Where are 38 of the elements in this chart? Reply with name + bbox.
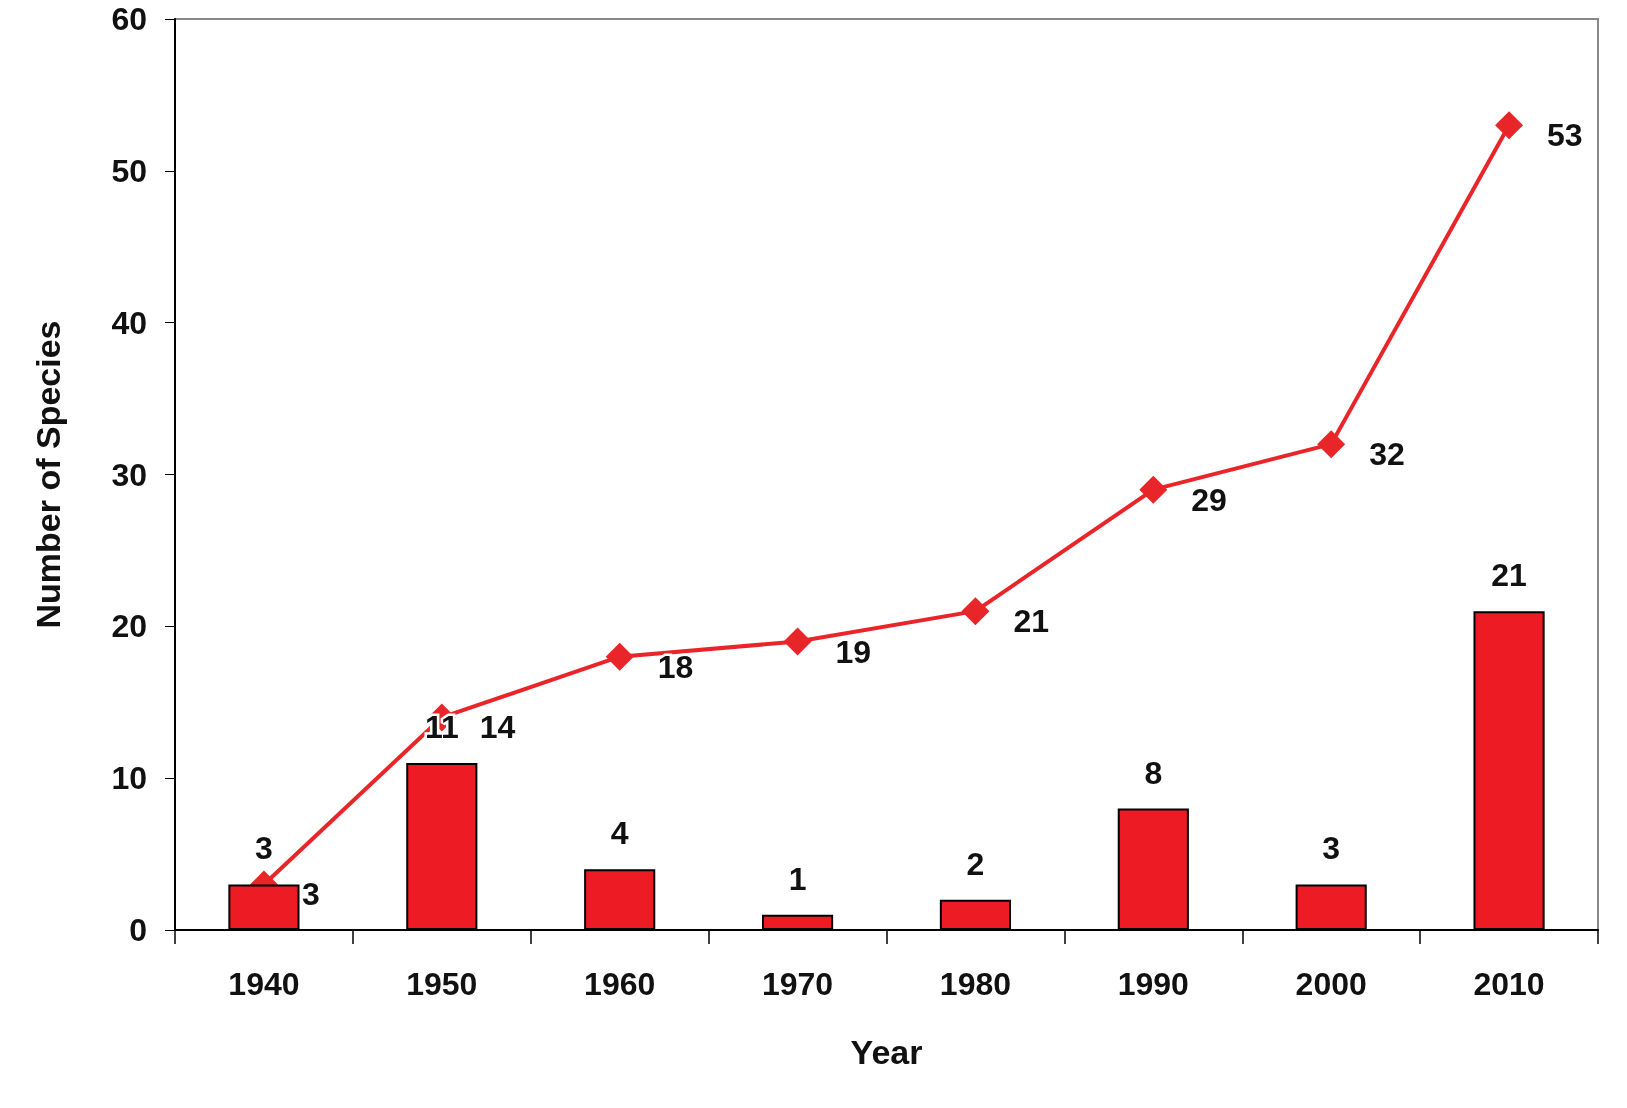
data-label: 8 [1144,754,1163,791]
point [1139,475,1168,504]
data-label: 29 [1191,481,1227,518]
data-label: 19 [835,633,872,670]
data-label: 18 [657,648,694,685]
y-tick-label: 60 [111,1,147,37]
data-label: 4 [610,815,629,852]
data-label: 1 [788,860,807,897]
data-label: 32 [1369,436,1405,473]
point [605,642,634,671]
x-tick-label: 1940 [228,966,300,1002]
data-label: 3 [255,830,273,867]
x-tick-label: 1990 [1117,966,1189,1002]
x-tick-label: 1960 [584,966,656,1002]
y-tick-label: 0 [129,912,147,948]
y-tick-label: 50 [111,152,147,189]
x-tick-label: 1950 [406,966,478,1002]
y-tick-label: 30 [111,456,147,493]
data-label: 3 [1322,830,1341,867]
y-tick-label: 40 [111,304,147,341]
point [1495,111,1524,140]
x-tick-label: 1980 [939,966,1012,1002]
data-label: 21 [1013,603,1050,640]
x-tick-label: 2010 [1473,966,1545,1002]
y-tick-label: 20 [111,608,147,645]
y-axis-title: Number of Species [29,320,67,629]
y-tick-label: 10 [111,760,147,797]
data-label: 14 [479,709,516,746]
x-tick-label: 2000 [1295,966,1367,1002]
point [783,627,812,656]
data-label: 53 [1547,117,1583,154]
x-axis-title: Year [850,1033,923,1071]
point [1317,430,1346,459]
point [961,597,990,626]
x-tick-label: 1970 [761,966,834,1002]
data-label: 3 [301,876,320,913]
data-label: 21 [1491,557,1527,594]
data-label: 2 [966,845,985,882]
